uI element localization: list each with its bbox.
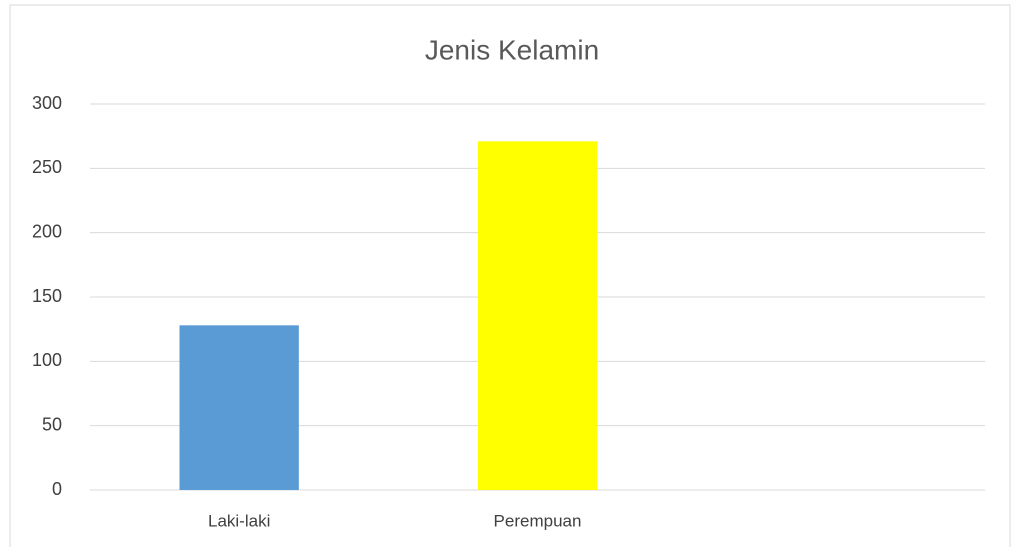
y-tick-label: 250	[32, 157, 62, 177]
y-tick-label: 200	[32, 221, 62, 241]
y-tick-label: 0	[52, 479, 62, 499]
x-tick-label: Perempuan	[494, 511, 582, 530]
y-tick-label: 300	[32, 93, 62, 113]
x-tick-label: Laki-laki	[208, 511, 270, 530]
bar	[478, 141, 597, 490]
y-tick-label: 100	[32, 350, 62, 370]
chart: Jenis Kelamin 0 50 100 150 200 250 300 Laki-lak…	[0, 0, 1013, 547]
y-tick-label: 50	[42, 414, 62, 434]
bar	[180, 325, 299, 490]
page: {"chart_data": {"type": "bar", "title": …	[0, 0, 1013, 547]
chart-title: Jenis Kelamin	[425, 34, 599, 65]
y-tick-label: 150	[32, 286, 62, 306]
